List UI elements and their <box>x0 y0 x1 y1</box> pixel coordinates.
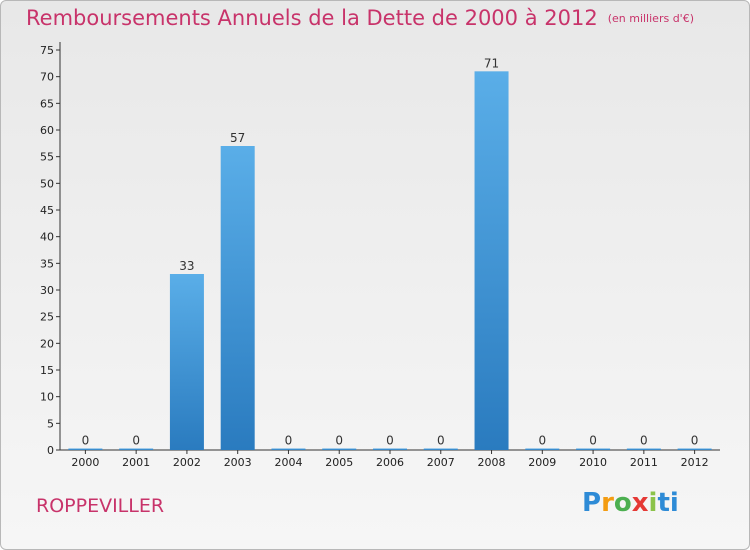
x-tick-label: 2007 <box>427 456 455 469</box>
bar-2006 <box>373 448 407 450</box>
bar-2012 <box>677 448 712 450</box>
bar-2009 <box>525 448 560 450</box>
x-tick-label: 2003 <box>224 456 252 469</box>
bar-2008 <box>474 71 509 450</box>
x-tick-label: 2011 <box>630 456 658 469</box>
y-tick-label: 15 <box>40 364 54 377</box>
bar-value-label: 0 <box>589 434 597 448</box>
logo-letter: r <box>601 488 614 518</box>
proxiti-logo: Proxiti <box>582 488 679 518</box>
bar-2010 <box>576 448 611 450</box>
bar-2004 <box>271 448 306 450</box>
bar-value-label: 57 <box>230 131 245 145</box>
bar-value-label: 71 <box>484 56 499 70</box>
x-tick-label: 2010 <box>579 456 607 469</box>
logo-letter: x <box>631 488 649 518</box>
bar-value-label: 0 <box>691 434 699 448</box>
chart-title-text: Remboursements Annuels de la Dette de 20… <box>26 6 598 30</box>
y-tick-label: 60 <box>40 124 54 137</box>
logo-letter: ti <box>657 488 679 518</box>
y-tick-label: 40 <box>40 231 54 244</box>
y-tick-label: 70 <box>40 71 54 84</box>
y-tick-label: 45 <box>40 204 54 217</box>
bar-value-label: 0 <box>538 434 546 448</box>
bar-value-label: 0 <box>640 434 648 448</box>
y-tick-label: 0 <box>47 444 54 457</box>
bar-value-label: 33 <box>179 259 194 273</box>
bar-2001 <box>119 448 154 450</box>
bar-value-label: 0 <box>386 434 394 448</box>
y-tick-label: 5 <box>47 417 54 430</box>
x-tick-label: 2000 <box>71 456 99 469</box>
y-tick-label: 55 <box>40 151 54 164</box>
bar-value-label: 0 <box>437 434 445 448</box>
y-tick-label: 25 <box>40 311 54 324</box>
bar-2007 <box>423 448 458 450</box>
x-tick-label: 2005 <box>325 456 353 469</box>
x-tick-label: 2008 <box>478 456 506 469</box>
logo-letter: o <box>613 488 632 518</box>
y-tick-label: 75 <box>40 44 54 57</box>
y-tick-label: 30 <box>40 284 54 297</box>
x-tick-label: 2009 <box>528 456 556 469</box>
y-tick-label: 35 <box>40 257 54 270</box>
chart-title: Remboursements Annuels de la Dette de 20… <box>26 6 694 30</box>
commune-name: ROPPEVILLER <box>36 495 165 517</box>
chart-unit-note: (en milliers d'€) <box>607 12 694 25</box>
x-tick-label: 2006 <box>376 456 404 469</box>
x-tick-label: 2002 <box>173 456 201 469</box>
bar-value-label: 0 <box>335 434 343 448</box>
bar-2003 <box>220 146 255 450</box>
y-tick-label: 65 <box>40 97 54 110</box>
bar-value-label: 0 <box>82 434 90 448</box>
bar-2005 <box>322 448 357 450</box>
logo-letter: P <box>582 488 602 518</box>
y-tick-label: 20 <box>40 337 54 350</box>
bar-2002 <box>169 274 204 450</box>
logo-letter: i <box>648 488 658 518</box>
x-tick-label: 2004 <box>274 456 302 469</box>
x-tick-label: 2012 <box>681 456 709 469</box>
bar-value-label: 0 <box>132 434 140 448</box>
bar-value-label: 0 <box>285 434 293 448</box>
y-tick-label: 50 <box>40 177 54 190</box>
x-tick-label: 2001 <box>122 456 150 469</box>
bar-2011 <box>626 448 661 450</box>
y-tick-label: 10 <box>40 391 54 404</box>
bar-2000 <box>68 448 103 450</box>
